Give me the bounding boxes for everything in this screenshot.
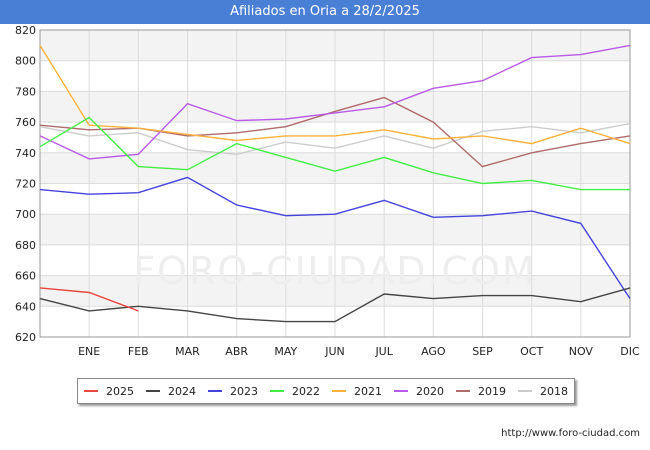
- line-chart: 620 640 660 680 700 720 740 760 780 800 820 ENE FEB M…: [15, 24, 640, 358]
- legend-label: 2021: [354, 384, 382, 398]
- series-line-2018: [39, 122, 631, 156]
- legend-swatch: [518, 390, 532, 392]
- legend-swatch: [84, 390, 98, 392]
- legend-label: 2018: [540, 384, 568, 398]
- y-tick-label: 780: [15, 85, 36, 98]
- legend-swatch: [270, 390, 284, 392]
- x-tick-label: ABR: [225, 345, 248, 358]
- x-tick-label: JUL: [374, 345, 393, 358]
- series-line-2025: [39, 287, 139, 312]
- legend-label: 2022: [292, 384, 320, 398]
- legend-label: 2020: [416, 384, 444, 398]
- legend-swatch: [146, 390, 160, 392]
- x-tick-label: FEB: [128, 345, 149, 358]
- legend-item-2019: 2019: [456, 385, 506, 398]
- legend-item-2024: 2024: [146, 385, 196, 398]
- legend-swatch: [456, 390, 470, 392]
- x-tick-label: ENE: [78, 345, 100, 358]
- series-line-2022: [39, 116, 630, 191]
- y-tick-label: 760: [15, 116, 36, 129]
- series-line-2021: [39, 45, 631, 145]
- y-tick-label: 700: [15, 208, 36, 221]
- x-tick-label: OCT: [520, 345, 543, 358]
- y-tick-label: 660: [15, 270, 36, 283]
- legend-item-2021: 2021: [332, 385, 382, 398]
- x-tick-label: DIC: [620, 345, 640, 358]
- y-tick-label: 720: [15, 178, 36, 191]
- x-tick-label: AGO: [421, 345, 446, 358]
- plot-frame: [39, 29, 631, 338]
- legend-swatch: [332, 390, 346, 392]
- legend-label: 2019: [478, 384, 506, 398]
- chart-title: Afiliados en Oria a 28/2/2025: [0, 0, 650, 24]
- x-tick-label: SEP: [472, 345, 493, 358]
- legend-swatch: [208, 390, 222, 392]
- x-tick-label: JUN: [324, 345, 345, 358]
- watermark: FORO-CIUDAD.COM: [133, 249, 537, 293]
- legend-item-2020: 2020: [394, 385, 444, 398]
- y-tick-label: 620: [15, 331, 36, 344]
- y-tick-label: 640: [15, 300, 36, 313]
- source-link[interactable]: http://www.foro-ciudad.com: [501, 428, 640, 439]
- series-line-2020: [39, 44, 631, 160]
- y-tick-label: 800: [15, 55, 36, 68]
- y-tick-label: 680: [15, 239, 36, 252]
- legend-item-2022: 2022: [270, 385, 320, 398]
- y-tick-label: 820: [15, 24, 36, 37]
- legend-item-2023: 2023: [208, 385, 258, 398]
- legend-item-2018: 2018: [518, 385, 568, 398]
- series-line-2024: [39, 287, 631, 323]
- series-line-2023: [39, 176, 631, 299]
- chart-legend: 2025 2024 2023 2022 2021 2020 2019 2018: [77, 378, 575, 404]
- legend-item-2025: 2025: [84, 385, 134, 398]
- legend-swatch: [394, 390, 408, 392]
- y-tick-label: 740: [15, 147, 36, 160]
- x-tick-label: NOV: [569, 345, 594, 358]
- legend-label: 2023: [230, 384, 258, 398]
- legend-label: 2024: [168, 384, 196, 398]
- legend-label: 2025: [106, 384, 134, 398]
- x-tick-label: MAR: [175, 345, 200, 358]
- x-tick-label: MAY: [274, 345, 297, 358]
